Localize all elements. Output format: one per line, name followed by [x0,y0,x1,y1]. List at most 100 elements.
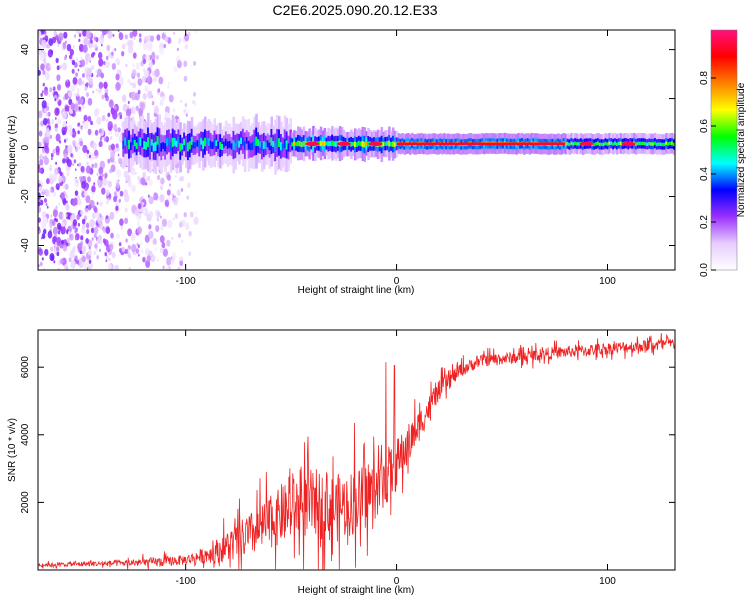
spectrogram-noise-cell [98,58,104,67]
spectrogram-noise-cell [69,48,74,56]
spectrogram-noise-cell [57,230,61,235]
spectrogram-noise-cell [79,140,84,147]
spectrogram-noise-cell [118,32,124,41]
spectrogram-noise-cell [108,258,111,262]
spectrogram-noise-cell [179,260,184,267]
spectrogram-noise-cell [107,121,113,130]
spectrogram-noise-cell [136,221,141,227]
snr-y-tick-label: 6000 [20,356,31,379]
spectrogram-noise-cell [65,137,68,142]
spectrogram-noise-cell [54,116,57,121]
spectrogram-noise-cell [38,201,41,207]
spectrogram-noise-cell [128,180,132,187]
spectrogram-noise-cell [98,140,103,148]
spectrogram-noise-cell [155,247,157,251]
spectrogram-noise-cell [86,149,90,154]
spectrogram-noise-cell [172,217,175,221]
spectrogram-noise-cell [183,109,186,113]
spectrogram-noise-cell [51,220,56,227]
spectrogram-noise-cell [41,100,47,109]
spectrogram-noise-cell [59,171,63,177]
spectrogram-noise-cell [41,39,47,49]
spectrogram-noise-cell [132,52,137,59]
spectrogram-noise-cell [145,54,150,63]
spectrogram-noise-cell [65,213,68,218]
spectrogram-noise-cell [54,98,57,102]
spectrogram-line-core [359,141,363,147]
spectrogram-noise-cell [87,176,91,183]
spectrogram-noise-cell [44,198,47,203]
spectrogram-noise-cell [193,101,197,106]
spectrogram-noise-cell [93,182,96,186]
spectrogram-noise-cell [80,209,84,216]
spectrogram-noise-cell [139,241,143,247]
spectrogram-line-core [283,138,287,149]
spectrogram-noise-cell [61,221,65,228]
spectrogram-line-core [572,142,575,146]
spectrogram-noise-cell [55,205,58,210]
spectrogram-noise-cell [93,226,99,235]
spectrogram-noise-cell [58,140,62,144]
spectrogram-line-core [646,142,649,147]
spectrogram-noise-cell [105,254,109,260]
spectrogram-noise-cell [64,183,69,190]
spectrogram-noise-cell [156,211,161,218]
spectrogram-noise-cell [95,88,98,92]
spectrogram-noise-cell [159,194,165,203]
spectrogram-noise-cell [118,157,123,165]
spectrogram-noise-cell [44,107,47,113]
spectrogram-line-core [203,137,207,147]
spectrogram-noise-cell [60,239,65,245]
spectrogram-noise-cell [188,230,192,237]
spectrogram-noise-cell [41,233,46,240]
spectrogram-noise-cell [77,242,82,251]
spectrogram-line-core [251,142,254,150]
spectrogram-noise-cell [111,62,116,70]
spectrogram-noise-cell [146,255,151,263]
spectrogram-line-core [164,143,167,152]
spectrogram-noise-cell [166,174,171,181]
spectrogram-line-core [230,143,234,150]
spectrogram-noise-cell [104,239,109,247]
spectrogram-noise-cell [144,177,148,182]
spectrogram-noise-cell [63,185,66,190]
spectrogram-line-core [281,144,285,151]
spectrogram-noise-cell [108,99,114,109]
spectrogram-noise-cell [74,168,77,172]
spectrogram-noise-cell [56,65,60,71]
spectrogram-noise-cell [42,37,45,41]
spectrogram-line-core [198,141,201,149]
spectrogram-noise-cell [160,185,164,191]
spectrogram-noise-cell [80,59,86,67]
spectrogram-line-core [255,136,258,146]
spectrogram-noise-cell [38,186,43,192]
spectrogram-line-core [148,141,152,151]
spectrogram-noise-cell [55,127,58,133]
spectrogram-line-core [636,141,640,146]
spectrogram-noise-cell [76,214,80,221]
spectrogram-noise-cell [101,94,105,100]
spectrogram-noise-cell [97,179,103,188]
spectrogram-noise-cell [106,118,109,123]
spectrogram-noise-cell [176,189,181,197]
spectrogram-noise-cell [53,260,56,264]
spectrogram-noise-cell [38,110,43,119]
spectrogram-noise-cell [142,171,147,179]
spectrogram-bright-spot [621,141,636,147]
spectrogram-noise-cell [119,218,124,226]
spectrogram-noise-cell [100,43,103,47]
spectrogram-line-core [323,140,327,147]
spectrogram-noise-cell [125,108,132,117]
spectrogram-noise-cell [75,72,78,77]
spectrogram-noise-cell [67,231,71,236]
spectrogram-noise-cell [105,189,110,196]
spectrogram-noise-cell [115,264,119,270]
spectrogram-noise-cell [162,248,168,257]
spectrogram-noise-cell [50,153,54,158]
spectrogram-noise-cell [98,128,102,134]
snr-frame [37,329,676,571]
spectrogram-noise-cell [87,68,93,77]
spectrogram-noise-cell [93,33,97,38]
spectrogram-noise-cell [115,143,119,149]
